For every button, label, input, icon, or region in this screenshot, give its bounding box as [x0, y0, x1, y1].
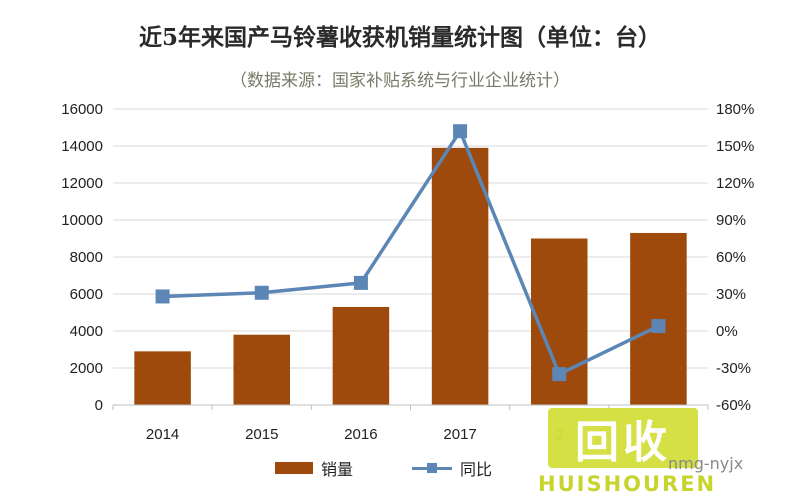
y-right-tick-label: 150% [716, 138, 754, 155]
yoy-point [353, 275, 368, 290]
legend-label-yoy: 同比 [460, 460, 493, 479]
x-tick-label: 2016 [344, 426, 377, 443]
y-right-tick-label: 30% [716, 286, 746, 303]
y-left-tick-label: 2000 [70, 360, 103, 377]
y-right-tick-label: 0% [716, 323, 738, 340]
bar [332, 306, 390, 405]
chart-title: 近5年来国产马铃薯收获机销量统计图（单位：台） [138, 24, 661, 51]
yoy-point [254, 285, 269, 300]
yoy-point [453, 124, 468, 139]
chart-subtitle: （数据来源：国家补贴系统与行业企业统计） [230, 71, 570, 91]
legend-item-yoy: 同比 [412, 456, 492, 480]
yoy-point [552, 367, 567, 382]
yoy-point [155, 289, 170, 304]
x-tick-label: 2014 [146, 426, 179, 443]
y-left-tick-label: 10000 [61, 212, 103, 229]
y-left-tick-label: 12000 [61, 175, 103, 192]
y-right-tick-label: 180% [716, 101, 754, 118]
y-right-tick-label: 120% [716, 175, 754, 192]
legend-item-sales: 销量 [275, 456, 353, 480]
y-right-tick-label: -60% [716, 397, 751, 414]
watermark-handle: nmg-nyjx [668, 454, 744, 473]
bar [431, 147, 489, 405]
yoy-line [162, 129, 660, 376]
watermark-logo: 回收 [548, 408, 698, 468]
bar [630, 232, 687, 405]
y-left-tick-label: 4000 [70, 323, 103, 340]
y-left-tick-label: 0 [95, 397, 103, 414]
bar [134, 351, 191, 405]
x-tick-label: 2017 [443, 426, 476, 443]
y-right-tick-label: -30% [716, 360, 751, 377]
y-left-tick-label: 8000 [70, 249, 103, 266]
y-left-tick-label: 16000 [61, 101, 103, 118]
y-left-tick-label: 6000 [70, 286, 103, 303]
bar [233, 334, 291, 405]
legend-bar-swatch [275, 462, 313, 474]
yoy-point [651, 319, 666, 334]
legend-label-sales: 销量 [321, 460, 354, 479]
legend: 销量 同比 [0, 456, 800, 480]
y-left-tick-label: 14000 [61, 138, 103, 155]
y-right-tick-label: 60% [716, 249, 746, 266]
watermark-brand: HUISHOUREN [538, 472, 717, 496]
y-right-tick-label: 90% [716, 212, 746, 229]
watermark: 回收 nmg-nyjx HUISHOUREN [536, 404, 800, 500]
legend-line-swatch [412, 462, 452, 474]
x-tick-label: 2015 [245, 426, 278, 443]
